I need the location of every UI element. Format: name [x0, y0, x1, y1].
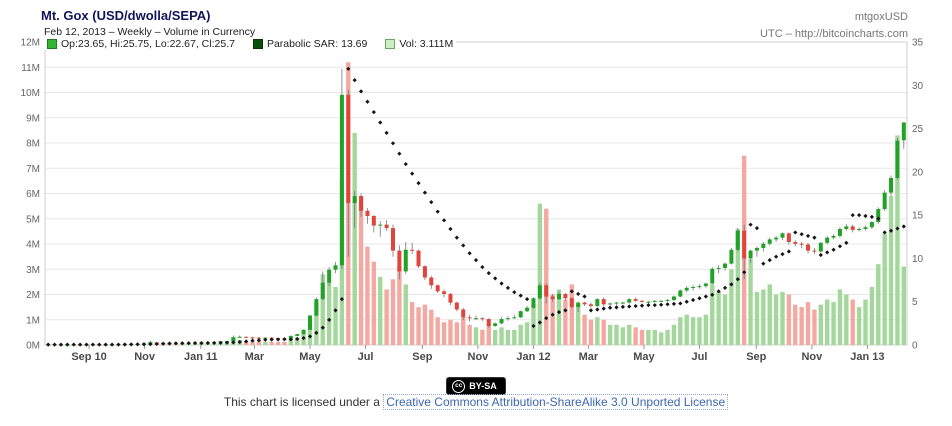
svg-text:Sep 10: Sep 10	[71, 351, 106, 363]
svg-text:10M: 10M	[21, 88, 40, 99]
cc-by-sa-badge[interactable]: cc BY-SA	[446, 377, 506, 396]
svg-text:9M: 9M	[26, 113, 40, 124]
svg-text:Nov: Nov	[801, 351, 823, 363]
svg-text:4M: 4M	[26, 240, 40, 251]
svg-text:Jan 11: Jan 11	[184, 351, 218, 363]
svg-text:Jan 13: Jan 13	[850, 351, 884, 363]
legend-ohlc-label: Op:23.65, Hi:25.75, Lo:22.67, Cl:25.7	[61, 38, 235, 50]
svg-text:0M: 0M	[26, 341, 40, 352]
svg-text:3M: 3M	[26, 265, 40, 276]
svg-text:25: 25	[912, 124, 924, 135]
svg-text:35: 35	[912, 38, 924, 49]
svg-text:Mar: Mar	[579, 351, 599, 363]
svg-text:May: May	[299, 351, 321, 363]
license-prefix: This chart is licensed under a	[223, 395, 384, 409]
legend-volume-label: Vol: 3.111M	[399, 38, 454, 50]
candles	[46, 68, 906, 346]
volume-bars	[46, 62, 906, 346]
svg-text:10: 10	[912, 254, 924, 265]
legend-sar-label: Parabolic SAR: 13.69	[266, 38, 368, 50]
svg-text:5: 5	[912, 297, 918, 308]
license-text: This chart is licensed under a Creative …	[0, 394, 952, 410]
svg-text:6M: 6M	[26, 189, 40, 200]
svg-text:Nov: Nov	[468, 351, 490, 363]
svg-text:30: 30	[912, 81, 924, 92]
svg-text:Mar: Mar	[245, 351, 265, 363]
svg-text:12M: 12M	[21, 38, 40, 49]
y-axis-left-labels: 0M 1M 2M 3M 4M 5M 6M 7M 8M 9M 10M 11M 12M	[21, 38, 40, 352]
legend-item-volume: Vol: 3.111M	[385, 38, 453, 50]
header-right: mtgoxUSD UTC – http://bitcoincharts.com	[760, 9, 908, 43]
svg-text:5M: 5M	[26, 214, 40, 225]
legend-item-ohlc: Op:23.65, Hi:25.75, Lo:22.67, Cl:25.7	[47, 38, 235, 50]
cc-icon: cc	[452, 379, 466, 393]
x-axis-labels: Sep 10 Nov Jan 11 Mar May Jul Sep Nov Jan 12 Mar M…	[71, 345, 885, 363]
svg-text:Jul: Jul	[692, 351, 708, 363]
svg-text:7M: 7M	[26, 164, 40, 175]
license-link[interactable]: Creative Commons Attribution-ShareAlike …	[383, 394, 729, 410]
svg-text:8M: 8M	[26, 139, 40, 150]
badge-label: BY-SA	[469, 381, 497, 392]
sar-swatch-icon	[252, 39, 263, 49]
svg-text:Jan 12: Jan 12	[516, 351, 550, 363]
page-title: Mt. Gox (USD/dwolla/SEPA)	[41, 8, 211, 23]
svg-text:Nov: Nov	[134, 351, 156, 363]
svg-text:0: 0	[912, 341, 918, 352]
svg-text:May: May	[633, 351, 655, 363]
badge-row: cc BY-SA	[0, 374, 952, 396]
candle-swatch-icon	[47, 39, 57, 49]
svg-text:11M: 11M	[21, 63, 40, 74]
volume-swatch-icon	[385, 39, 396, 49]
svg-text:Sep: Sep	[746, 351, 766, 363]
source-label: UTC – http://bitcoincharts.com	[760, 28, 908, 40]
svg-text:2M: 2M	[26, 290, 40, 301]
svg-text:Sep: Sep	[412, 351, 432, 363]
svg-text:15: 15	[912, 211, 924, 222]
chart-subtitle: Feb 12, 2013 – Weekly – Volume in Curren…	[44, 26, 256, 38]
svg-text:Jul: Jul	[358, 351, 374, 363]
price-volume-chart: 0M 1M 2M 3M 4M 5M 6M 7M 8M 9M 10M 11M 12M 0 5 10 15 20 25 3…	[21, 38, 924, 364]
legend-item-sar: Parabolic SAR: 13.69	[252, 38, 368, 50]
svg-text:20: 20	[912, 167, 924, 178]
svg-text:1M: 1M	[26, 315, 40, 326]
y-axis-right-labels: 0 5 10 15 20 25 30 35	[912, 38, 924, 352]
sar-dots	[46, 66, 906, 347]
chart-legend: Op:23.65, Hi:25.75, Lo:22.67, Cl:25.7 Pa…	[44, 38, 457, 50]
symbol-label: mtgoxUSD	[854, 11, 908, 23]
